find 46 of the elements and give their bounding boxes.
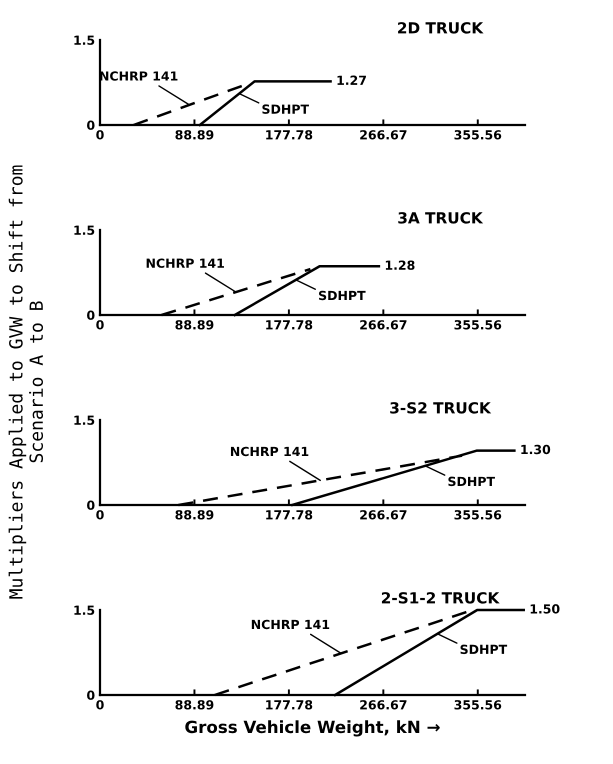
series-label: SDHPT xyxy=(448,476,495,486)
x-tick-label: 266.67 xyxy=(360,510,406,520)
x-tick-label: 355.56 xyxy=(454,130,502,140)
series-label: SDHPT xyxy=(262,104,309,114)
chart-title: 2D TRUCK xyxy=(398,22,484,34)
x-tick-label: 0 xyxy=(96,130,104,140)
annotation: 1.28 xyxy=(386,260,415,270)
x-tick-label: 266.67 xyxy=(360,700,406,710)
x-tick-label: 88.89 xyxy=(175,510,214,520)
y-tick-label: 0 xyxy=(87,120,95,130)
x-tick-label: 266.67 xyxy=(360,320,406,330)
chart-title: 3-S2 TRUCK xyxy=(390,402,492,414)
x-tick-label: 177.78 xyxy=(266,510,312,520)
annotation: 1.27 xyxy=(338,76,366,85)
x-tick-label: 88.89 xyxy=(175,130,214,140)
x-tick-label: 88.89 xyxy=(175,700,214,710)
text: NCHRP 141 xyxy=(230,446,308,456)
chart-title: 2-S1-2 TRUCK xyxy=(382,592,500,604)
x-tick-label: 177.78 xyxy=(266,700,312,710)
y-tick-label: 0 xyxy=(87,690,95,700)
x-tick-label: 355.56 xyxy=(454,510,502,520)
x-tick-label: 0 xyxy=(96,700,104,710)
y-tick-label: 1.5 xyxy=(74,226,94,235)
y-tick-label: 1.5 xyxy=(74,36,94,45)
y-tick-label: 1.5 xyxy=(74,606,94,615)
x-axis-title: Gross Vehicle Weight, kN → xyxy=(185,720,440,737)
x-tick-label: 0 xyxy=(96,320,104,330)
x-tick-label: 355.56 xyxy=(454,700,502,710)
text: NCHRP 141 xyxy=(100,71,178,81)
annotation: 1.50 xyxy=(530,604,560,614)
y-tick-label: 0 xyxy=(87,500,95,510)
annotation: 1.30 xyxy=(521,444,550,454)
text: NCHRP 141 xyxy=(252,620,330,630)
x-tick-label: 266.67 xyxy=(360,130,406,140)
x-tick-label: 0 xyxy=(96,510,104,520)
x-tick-label: 177.78 xyxy=(266,320,312,330)
x-tick-label: 88.89 xyxy=(175,320,214,330)
text: NCHRP 141 xyxy=(146,258,224,268)
chart-title: 3A TRUCK xyxy=(398,212,484,224)
x-tick-label: 355.56 xyxy=(454,320,502,330)
y-tick-label: 0 xyxy=(87,310,95,320)
series-label: SDHPT xyxy=(318,290,366,300)
y-tick-label: 1.5 xyxy=(74,416,94,425)
series-label: SDHPT xyxy=(460,644,508,654)
x-tick-label: 177.78 xyxy=(266,130,312,140)
y-axis-title: Multipliers Applied to GVW to Shift from Scenario A to B xyxy=(8,165,44,599)
